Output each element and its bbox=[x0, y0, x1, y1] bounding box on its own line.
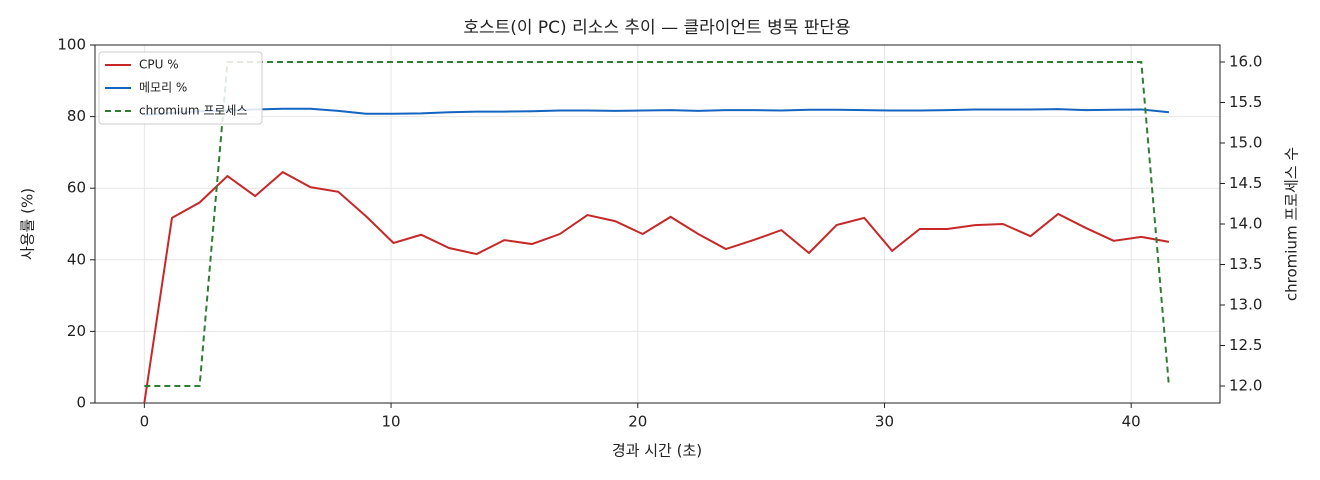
y2-tick-label: 13.5 bbox=[1229, 255, 1262, 273]
y2-tick-label: 13.0 bbox=[1229, 295, 1262, 313]
series-line bbox=[144, 107, 1170, 116]
x-tick-label: 40 bbox=[1122, 413, 1141, 431]
y2-tick-label: 12.0 bbox=[1229, 376, 1262, 394]
legend-label: chromium 프로세스 bbox=[139, 104, 248, 118]
chart-title: 호스트(이 PC) 리소스 추이 — 클라이언트 병목 판단용 bbox=[463, 18, 850, 38]
legend-label: CPU % bbox=[139, 58, 179, 72]
y-tick-label: 60 bbox=[67, 179, 86, 197]
legend-label: 메모리 % bbox=[139, 81, 187, 95]
series-line bbox=[143, 170, 1170, 404]
y-tick-label: 100 bbox=[57, 36, 86, 54]
x-tick-label: 30 bbox=[875, 413, 894, 431]
y2-tick-label: 12.5 bbox=[1229, 336, 1262, 354]
y2-tick-label: 14.0 bbox=[1229, 215, 1262, 233]
legend-box bbox=[98, 51, 263, 125]
x-axis-label: 경과 시간 (초) bbox=[612, 442, 702, 460]
y2-tick-label: 15.5 bbox=[1229, 93, 1262, 111]
legend: CPU % 메모리 % chromium 프로세스 bbox=[98, 51, 263, 125]
y2-tick-label: 14.5 bbox=[1229, 174, 1262, 192]
x-tick-label: 20 bbox=[628, 413, 647, 431]
x-tick-label: 10 bbox=[382, 413, 401, 431]
y-tick-label: 20 bbox=[67, 322, 86, 340]
y-axis-label: 사용률 (%) bbox=[19, 188, 37, 260]
y2-tick-label: 16.0 bbox=[1229, 53, 1262, 71]
y-tick-label: 0 bbox=[76, 394, 86, 412]
y2-tick-label: 15.0 bbox=[1229, 134, 1262, 152]
x-tick-label: 0 bbox=[140, 413, 150, 431]
plot-frame bbox=[94, 44, 1221, 404]
y2-axis-label: chromium 프로세스 수 bbox=[1283, 147, 1301, 301]
y-tick-label: 80 bbox=[67, 107, 86, 125]
y-tick-label: 40 bbox=[67, 250, 86, 268]
series-line bbox=[144, 61, 1170, 387]
